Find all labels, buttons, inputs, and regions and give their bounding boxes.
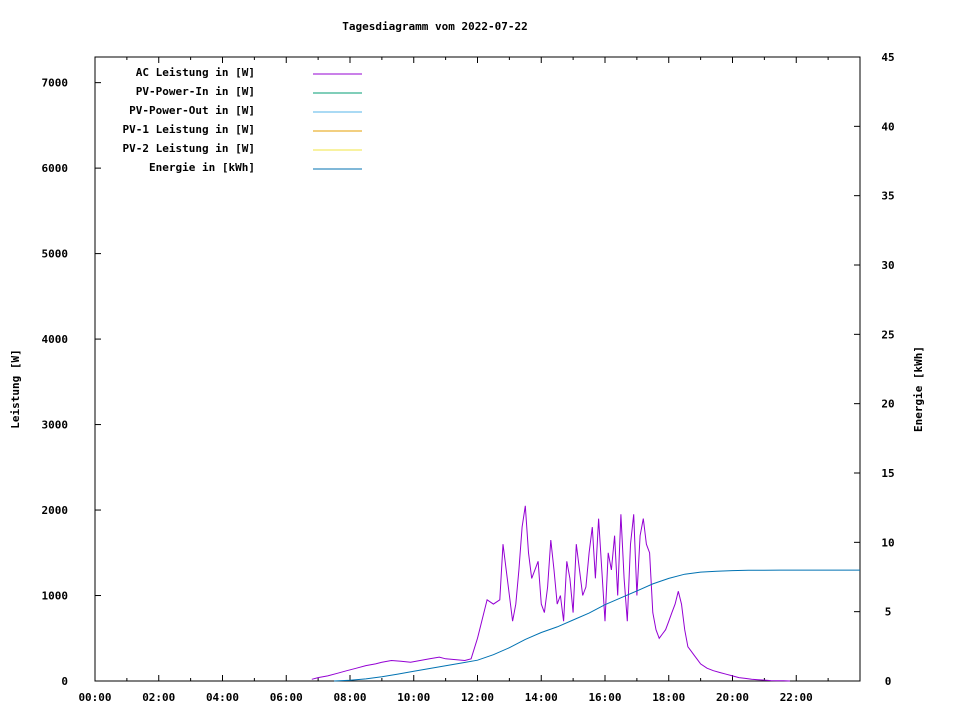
x-tick-label: 00:00 [78, 691, 111, 704]
y2-tick-label: 5 [885, 606, 892, 619]
x-tick-label: 04:00 [206, 691, 239, 704]
y2-axis-label: Energie [kWh] [912, 346, 925, 432]
x-tick-label: 08:00 [333, 691, 366, 704]
legend: AC Leistung in [W] PV-Power-In in [W] PV-P… [123, 66, 362, 174]
y-tick-label: 5000 [42, 248, 69, 261]
x-tick-label: 14:00 [525, 691, 558, 704]
y2-tick-label: 30 [881, 259, 894, 272]
legend-label: PV-Power-In in [W] [136, 85, 255, 98]
y-tick-label: 3000 [42, 419, 69, 432]
y-axis-left: 0 1000 2000 3000 4000 5000 6000 7000 [42, 77, 101, 688]
y-tick-label: 4000 [42, 333, 69, 346]
x-axis: 00:00 02:00 04:00 06:00 08:00 10:00 12:00 14:00… [78, 57, 829, 704]
series-line-energie-in-kwh [334, 569, 860, 682]
x-tick-label: 02:00 [142, 691, 175, 704]
legend-label: PV-2 Leistung in [W] [123, 142, 255, 155]
y2-tick-label: 45 [881, 51, 894, 64]
y2-tick-label: 10 [881, 536, 894, 549]
y-tick-label: 2000 [42, 504, 69, 517]
y-tick-label: 0 [61, 675, 68, 688]
y-axis-label: Leistung [W] [9, 349, 22, 428]
x-tick-label: 22:00 [780, 691, 813, 704]
x-tick-label: 16:00 [588, 691, 621, 704]
legend-label: PV-Power-Out in [W] [129, 104, 255, 117]
y-axis-right: 0 5 10 15 20 25 30 35 40 45 [854, 51, 895, 688]
legend-label: AC Leistung in [W] [136, 66, 255, 79]
x-tick-label: 20:00 [716, 691, 749, 704]
x-tick-label: 06:00 [270, 691, 303, 704]
legend-label: Energie in [kWh] [149, 161, 255, 174]
y-tick-label: 1000 [42, 590, 69, 603]
series-line-ac-leistung-in-w [311, 505, 790, 682]
y-tick-label: 6000 [42, 162, 69, 175]
y2-tick-label: 0 [885, 675, 892, 688]
y2-tick-label: 15 [881, 467, 894, 480]
x-tick-label: 10:00 [397, 691, 430, 704]
x-tick-label: 12:00 [461, 691, 494, 704]
legend-label: PV-1 Leistung in [W] [123, 123, 255, 136]
x-tick-label: 18:00 [652, 691, 685, 704]
y2-tick-label: 40 [881, 120, 894, 133]
y2-tick-label: 25 [881, 328, 894, 341]
chart-title: Tagesdiagramm vom 2022-07-22 [342, 20, 527, 33]
y-tick-label: 7000 [42, 77, 69, 90]
y2-tick-label: 20 [881, 398, 894, 411]
y2-tick-label: 35 [881, 190, 894, 203]
series-layer [311, 505, 860, 682]
